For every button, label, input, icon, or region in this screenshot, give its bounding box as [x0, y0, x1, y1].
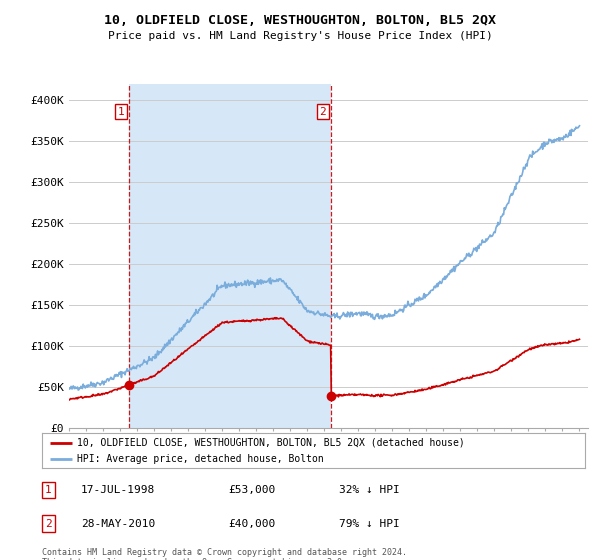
Text: £53,000: £53,000	[228, 485, 275, 495]
Text: HPI: Average price, detached house, Bolton: HPI: Average price, detached house, Bolt…	[77, 454, 324, 464]
Text: 10, OLDFIELD CLOSE, WESTHOUGHTON, BOLTON, BL5 2QX (detached house): 10, OLDFIELD CLOSE, WESTHOUGHTON, BOLTON…	[77, 437, 465, 447]
Text: Price paid vs. HM Land Registry's House Price Index (HPI): Price paid vs. HM Land Registry's House …	[107, 31, 493, 41]
Text: 17-JUL-1998: 17-JUL-1998	[81, 485, 155, 495]
Text: 1: 1	[45, 485, 52, 495]
Bar	[129, 84, 331, 428]
Text: 79% ↓ HPI: 79% ↓ HPI	[339, 519, 400, 529]
Text: 2: 2	[319, 106, 326, 116]
Text: 10, OLDFIELD CLOSE, WESTHOUGHTON, BOLTON, BL5 2QX: 10, OLDFIELD CLOSE, WESTHOUGHTON, BOLTON…	[104, 14, 496, 27]
Text: 1: 1	[118, 106, 124, 116]
Text: 32% ↓ HPI: 32% ↓ HPI	[339, 485, 400, 495]
Text: Contains HM Land Registry data © Crown copyright and database right 2024.
This d: Contains HM Land Registry data © Crown c…	[42, 548, 407, 560]
Text: £40,000: £40,000	[228, 519, 275, 529]
Text: 2: 2	[45, 519, 52, 529]
Text: 28-MAY-2010: 28-MAY-2010	[81, 519, 155, 529]
